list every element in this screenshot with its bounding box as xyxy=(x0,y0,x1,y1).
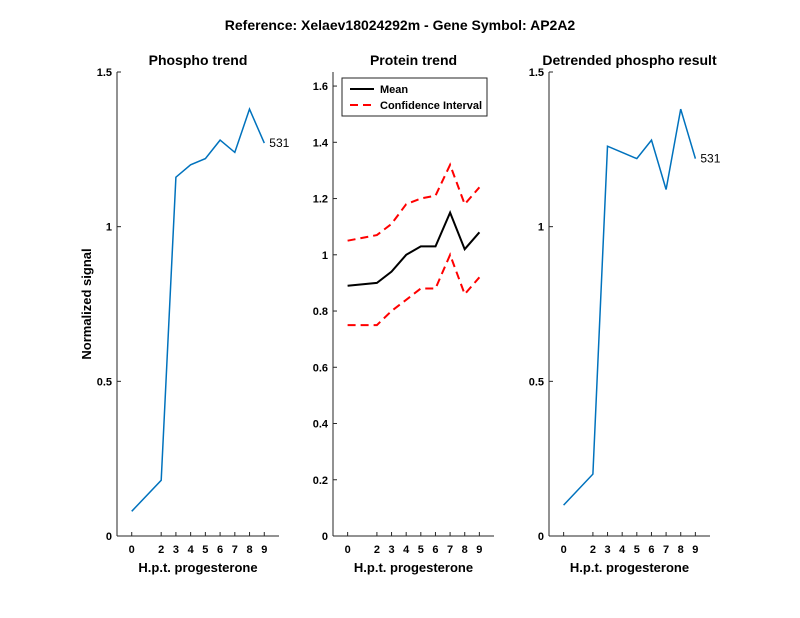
x-axis-label: H.p.t. progesterone xyxy=(570,560,689,575)
y-tick-label: 1 xyxy=(538,222,544,234)
x-tick-label: 5 xyxy=(202,544,208,556)
x-tick-label: 7 xyxy=(663,544,669,556)
x-tick-label: 3 xyxy=(604,544,610,556)
panel-title: Detrended phospho result xyxy=(542,52,717,68)
y-tick-label: 0 xyxy=(106,531,112,543)
x-tick-label: 6 xyxy=(648,544,654,556)
legend-label-mean: Mean xyxy=(380,84,408,96)
x-tick-label: 8 xyxy=(462,544,468,556)
x-tick-label: 0 xyxy=(129,544,135,556)
y-tick-label: 0.6 xyxy=(313,362,328,374)
x-tick-label: 0 xyxy=(345,544,351,556)
x-tick-label: 9 xyxy=(261,544,267,556)
y-tick-label: 1.2 xyxy=(313,194,328,206)
legend-box xyxy=(341,77,488,117)
x-tick-label: 4 xyxy=(188,544,195,556)
x-tick-label: 8 xyxy=(246,544,252,556)
series-end-label: 531 xyxy=(700,152,720,166)
panel-3: Detrended phospho result 0 0.5 1 1.5 0 2 3 4 5 6 7 8… xyxy=(529,52,721,575)
x-tick-label: 6 xyxy=(432,544,438,556)
series-line-1 xyxy=(563,108,697,506)
x-axis-label: H.p.t. progesterone xyxy=(138,560,257,575)
series-line-1 xyxy=(347,209,481,287)
y-tick-label: 1.5 xyxy=(97,67,112,79)
y-tick-label: 0.5 xyxy=(529,376,544,388)
x-axis-label: H.p.t. progesterone xyxy=(354,560,473,575)
y-tick-label: 1 xyxy=(322,250,328,262)
x-tick-label: 2 xyxy=(590,544,596,556)
legend: Mean Confidence Interval xyxy=(341,77,488,117)
x-tick-label: 4 xyxy=(619,544,626,556)
y-tick-label: 0 xyxy=(322,531,328,543)
x-tick-label: 8 xyxy=(678,544,684,556)
x-tick-label: 5 xyxy=(634,544,640,556)
x-tick-label: 7 xyxy=(232,544,238,556)
panel-title: Protein trend xyxy=(370,52,457,68)
panel-title: Phospho trend xyxy=(149,52,248,68)
x-tick-label: 5 xyxy=(418,544,424,556)
x-tick-label: 2 xyxy=(158,544,164,556)
x-tick-label: 6 xyxy=(217,544,223,556)
y-tick-label: 0.4 xyxy=(313,419,329,431)
x-tick-label: 3 xyxy=(173,544,179,556)
x-tick-label: 9 xyxy=(692,544,698,556)
x-tick-label: 2 xyxy=(374,544,380,556)
y-tick-label: 1.5 xyxy=(529,67,544,79)
y-tick-label: 0.2 xyxy=(313,475,328,487)
x-tick-label: 7 xyxy=(447,544,453,556)
y-axis-label: Normalized signal xyxy=(79,248,94,359)
legend-label-ci: Confidence Interval xyxy=(380,100,482,112)
y-tick-label: 1.4 xyxy=(313,137,329,149)
y-tick-label: 1.6 xyxy=(313,81,328,93)
panel-2: Protein trend 0 0.2 0.4 0.6 0.8 1 1.2 1.4 1.6 0 2 3 4… xyxy=(313,52,494,575)
y-tick-label: 1 xyxy=(106,222,112,234)
x-tick-label: 0 xyxy=(561,544,567,556)
x-tick-label: 4 xyxy=(403,544,410,556)
x-tick-label: 9 xyxy=(476,544,482,556)
panel-1: Phospho trend 0 0.5 1 1.5 0 2 3 4 5 6 7 8 9 H.p.t. pro… xyxy=(79,52,290,575)
y-tick-label: 0.8 xyxy=(313,306,328,318)
y-tick-label: 0 xyxy=(538,531,544,543)
series-line-1 xyxy=(131,107,265,512)
y-tick-label: 0.5 xyxy=(97,376,112,388)
series-end-label: 531 xyxy=(269,136,289,150)
figure-suptitle: Reference: Xelaev18024292m - Gene Symbol… xyxy=(225,17,576,33)
x-tick-label: 3 xyxy=(388,544,394,556)
